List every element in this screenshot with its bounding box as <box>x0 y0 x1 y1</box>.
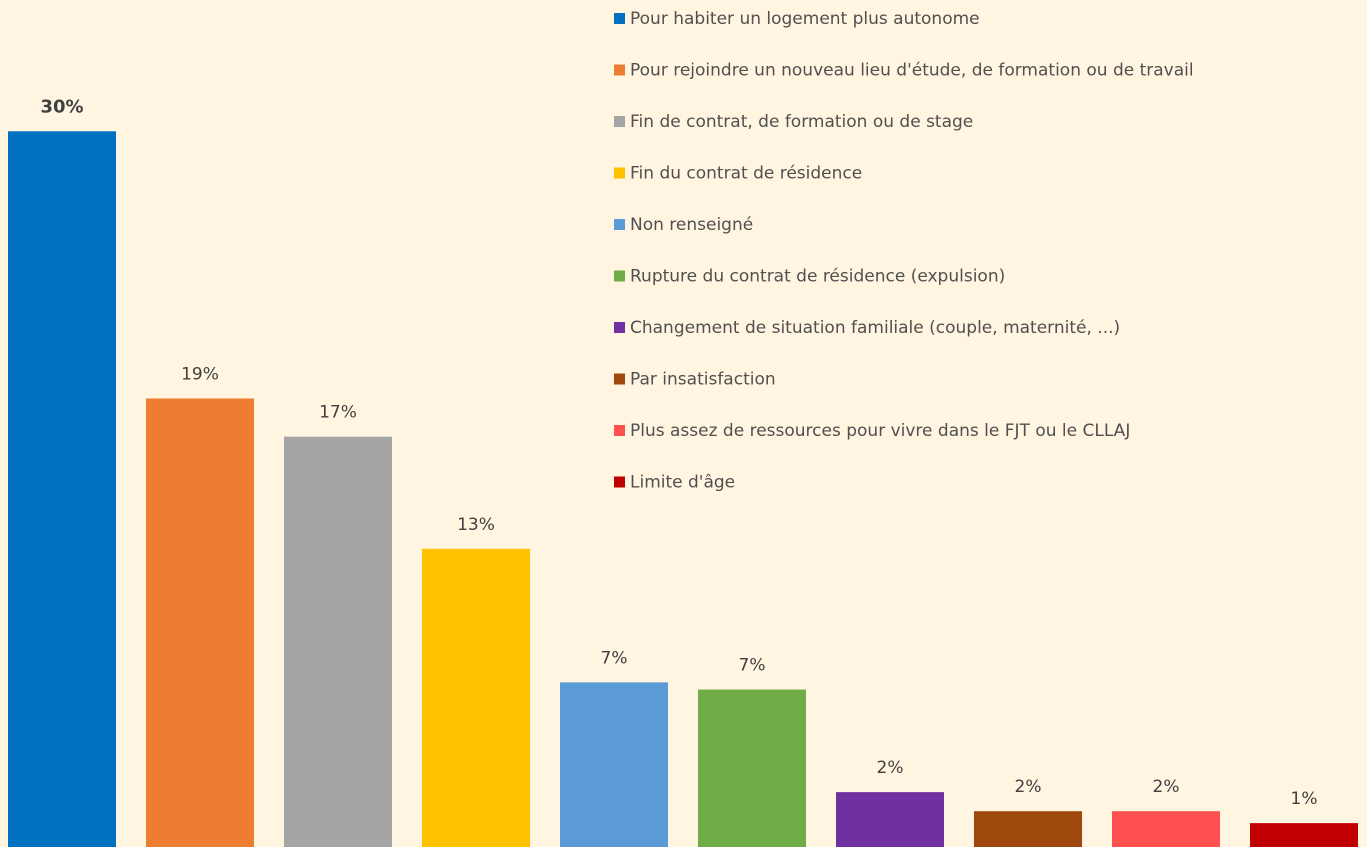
legend-label: Rupture du contrat de résidence (expulsi… <box>630 267 1005 287</box>
legend-swatch <box>614 167 625 179</box>
bar <box>1250 823 1358 847</box>
value-label: 17% <box>319 403 357 423</box>
legend-label: Pour habiter un logement plus autonome <box>630 9 980 29</box>
value-label: 2% <box>1153 777 1180 797</box>
legend-label: Fin de contrat, de formation ou de stage <box>630 112 973 132</box>
bar <box>560 682 668 847</box>
legend-label: Plus assez de ressources pour vivre dans… <box>630 421 1130 441</box>
value-label: 19% <box>181 364 219 384</box>
value-label: 2% <box>1015 777 1042 797</box>
legend-swatch <box>614 476 625 488</box>
bar <box>836 792 944 847</box>
legend-label: Non renseigné <box>630 215 753 235</box>
legend-label: Pour rejoindre un nouveau lieu d'étude, … <box>630 61 1194 81</box>
bar <box>698 689 806 847</box>
value-label: 2% <box>877 758 904 778</box>
legend-label: Limite d'âge <box>630 473 735 493</box>
value-label: 7% <box>739 656 766 676</box>
legend-swatch <box>614 116 625 127</box>
legend-swatch <box>614 270 625 282</box>
bar <box>974 811 1082 847</box>
legend-swatch <box>614 373 625 385</box>
bar <box>8 131 116 847</box>
value-label: 1% <box>1291 789 1318 809</box>
legend-swatch <box>614 219 625 230</box>
legend-label: Par insatisfaction <box>630 370 776 390</box>
legend-swatch <box>614 64 625 76</box>
legend-swatch <box>614 322 625 333</box>
value-label: 7% <box>601 648 628 668</box>
legend-swatch <box>614 13 625 24</box>
bar <box>422 548 530 847</box>
value-label: 13% <box>457 515 495 535</box>
legend-label: Fin du contrat de résidence <box>630 164 862 184</box>
legend-swatch <box>614 425 625 436</box>
value-label: 30% <box>40 96 83 117</box>
bar <box>1112 811 1220 847</box>
legend-label: Changement de situation familiale (coupl… <box>630 318 1120 338</box>
bar <box>146 398 254 847</box>
bar <box>284 436 392 847</box>
